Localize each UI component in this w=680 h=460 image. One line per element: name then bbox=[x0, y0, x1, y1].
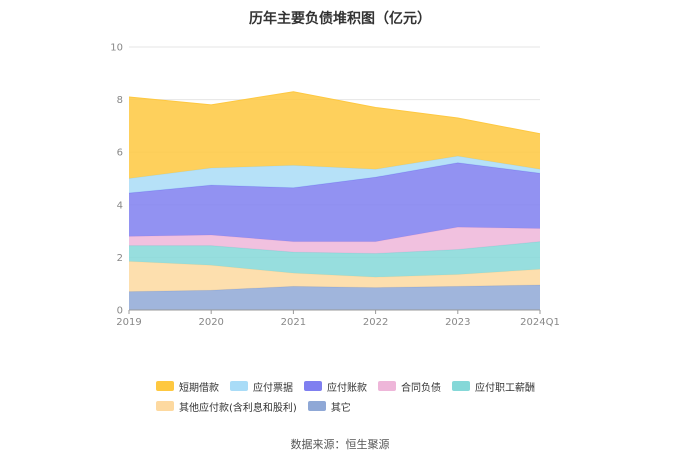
legend-swatch bbox=[230, 381, 248, 391]
legend-label: 短期借款 bbox=[179, 382, 219, 394]
legend-item[interactable]: 其他应付款(含利息和股利) bbox=[156, 399, 297, 414]
area-series-6[interactable] bbox=[129, 156, 540, 193]
legend-label: 应付账款 bbox=[327, 382, 367, 394]
legend-swatch bbox=[452, 381, 470, 391]
legend-label: 其他应付款(含利息和股利) bbox=[179, 402, 297, 414]
area-series-2[interactable] bbox=[129, 261, 540, 292]
y-tick-label: 8 bbox=[117, 95, 123, 106]
legend-swatch bbox=[304, 381, 322, 391]
legend-label: 应付票据 bbox=[253, 382, 293, 394]
legend-label: 合同负债 bbox=[401, 382, 441, 394]
legend-item[interactable]: 应付账款 bbox=[304, 379, 367, 394]
legend: 短期借款 应付票据 应付账款 合同负债 应付职工薪酬其他应付款(含利息和股利) 其它 bbox=[156, 376, 576, 416]
legend-item[interactable]: 应付职工薪酬 bbox=[452, 379, 535, 394]
legend-row: 短期借款 应付票据 应付账款 合同负债 应付职工薪酬 bbox=[156, 376, 576, 396]
legend-item[interactable]: 短期借款 bbox=[156, 379, 219, 394]
x-tick-label: 2021 bbox=[281, 317, 306, 328]
area-series bbox=[128, 91, 541, 310]
x-tick-label: 2022 bbox=[363, 317, 388, 328]
area-series-edge-7 bbox=[128, 91, 541, 135]
area-series-4[interactable] bbox=[129, 227, 540, 254]
y-tick-label: 6 bbox=[117, 148, 123, 159]
legend-row: 其他应付款(含利息和股利) 其它 bbox=[156, 396, 576, 416]
x-tick-label: 2024Q1 bbox=[520, 317, 560, 328]
x-tick-label: 2023 bbox=[445, 317, 470, 328]
legend-item[interactable]: 应付票据 bbox=[230, 379, 293, 394]
area-series-5[interactable] bbox=[129, 162, 540, 242]
legend-swatch bbox=[156, 401, 174, 411]
y-tick-label: 10 bbox=[110, 43, 123, 54]
chart-title: 历年主要负债堆积图（亿元） bbox=[249, 11, 431, 27]
legend-label: 其它 bbox=[330, 402, 351, 414]
legend-swatch bbox=[156, 381, 174, 391]
legend-item[interactable]: 其它 bbox=[307, 399, 351, 414]
y-tick-label: 4 bbox=[117, 200, 123, 211]
y-tick-label: 0 bbox=[117, 306, 123, 317]
x-tick-label: 2020 bbox=[198, 317, 223, 328]
y-tick-label: 2 bbox=[117, 253, 123, 264]
legend-item[interactable]: 合同负债 bbox=[378, 379, 441, 394]
legend-label: 应付职工薪酬 bbox=[475, 382, 535, 394]
area-series-1[interactable] bbox=[129, 285, 540, 310]
legend-swatch bbox=[307, 401, 326, 411]
x-tick-label: 2019 bbox=[116, 317, 141, 328]
area-series-7[interactable] bbox=[129, 91, 540, 179]
axes: 0 2 4 6 8 10 2019 2020 2021 2022 2023 2024Q1 bbox=[110, 43, 560, 329]
data-source-note: 数据来源：恒生聚源 bbox=[290, 438, 390, 451]
legend-swatch bbox=[378, 381, 396, 391]
